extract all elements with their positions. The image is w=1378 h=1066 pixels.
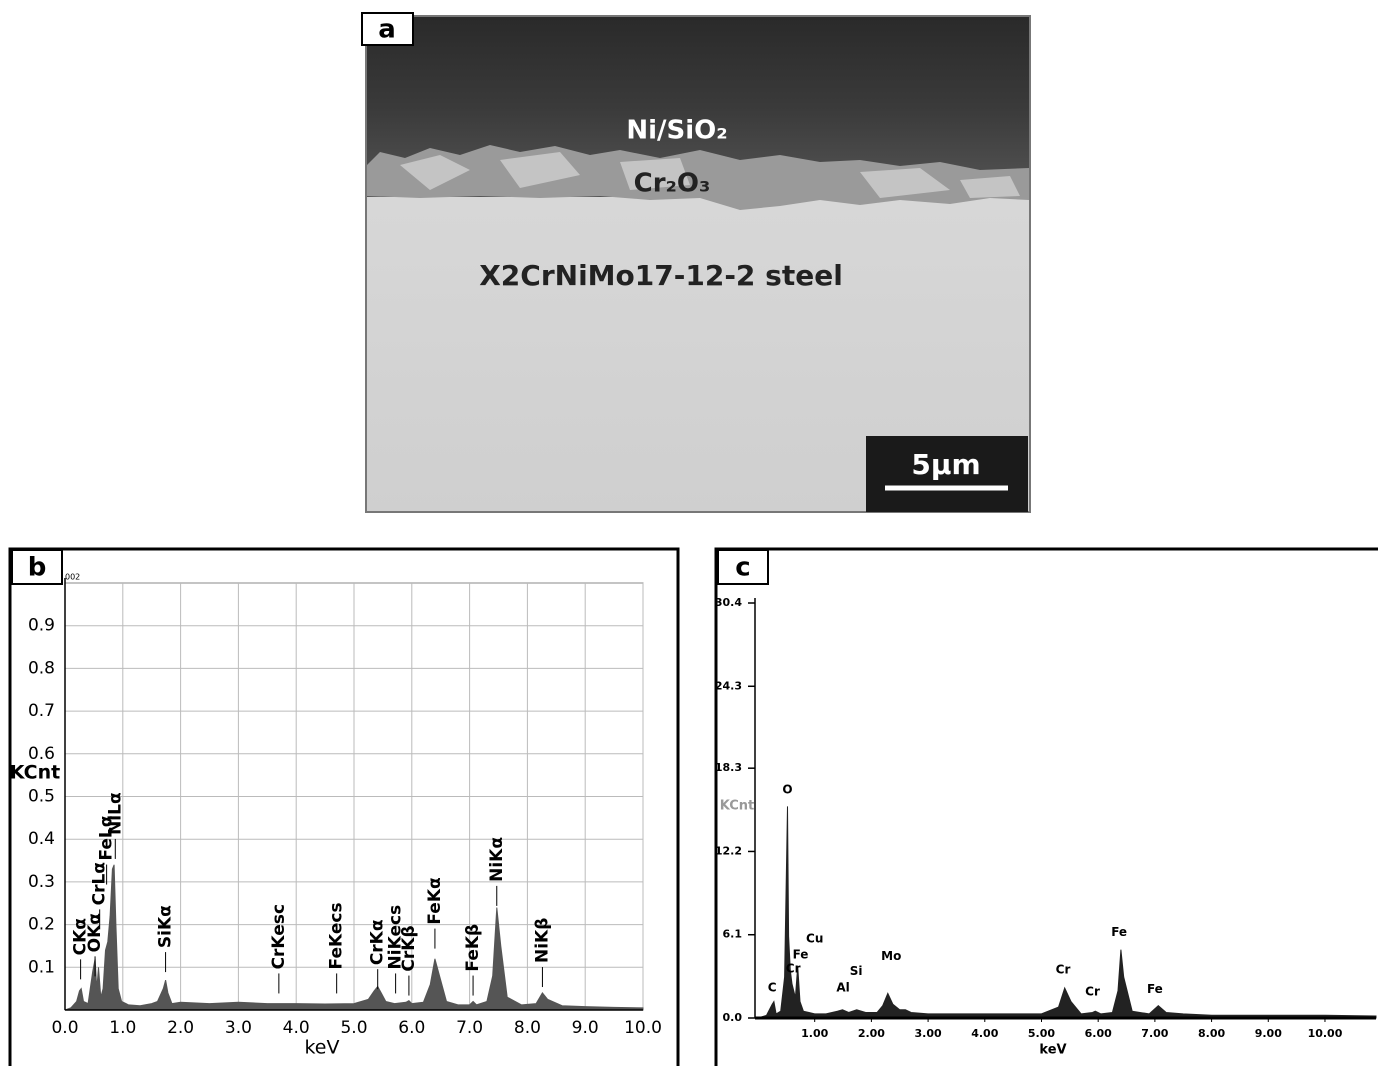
peak-label: NiKα: [487, 837, 507, 882]
panel-label: c: [735, 553, 750, 583]
peak-label: CKα: [71, 918, 91, 955]
x-tick-label: 7.00: [1141, 1027, 1168, 1040]
peak-label: Cr: [1085, 985, 1100, 999]
peak-label: Fe: [1111, 925, 1127, 939]
y-tick-label: 0.6: [28, 744, 55, 764]
y-tick-label: 0.0: [723, 1011, 743, 1024]
peak-label: NiKβ: [532, 918, 552, 963]
y-tick-label: 0.9: [28, 616, 55, 636]
peak-label: FeKα: [425, 877, 445, 924]
panel-frame: [8, 547, 680, 1066]
x-tick-label: 5.0: [340, 1018, 367, 1038]
y-axis-label: KCnt: [10, 762, 60, 784]
micrograph: a Ni/SiO₂ Cr₂O₃ X2CrNiMo17-12-2 steel 5µ…: [361, 12, 1031, 513]
y-axis-label: KCnt: [720, 799, 755, 814]
y-tick-label: 6.1: [723, 928, 743, 941]
spectrum: [757, 806, 1377, 1019]
peak-label: CrKβ: [399, 925, 419, 971]
x-tick-label: 10.00: [1308, 1027, 1343, 1040]
x-tick-label: 4.00: [971, 1027, 998, 1040]
panel-label-box: [11, 549, 63, 585]
peak-label: Si: [850, 964, 863, 978]
x-tick-label: 8.0: [514, 1018, 541, 1038]
panel-label: a: [378, 15, 396, 45]
y-tick-label: 12.2: [715, 844, 742, 857]
peak-label: Al: [836, 980, 849, 994]
peak-label: FeKecs: [327, 902, 347, 969]
peak-label: FeLα: [97, 816, 117, 861]
peak-label: FeKβ: [463, 924, 483, 972]
y-tick-label: 0.4: [28, 829, 55, 849]
peak-label: CrKesc: [269, 904, 289, 969]
oxide-grains: [400, 152, 1020, 198]
peak-label: O: [782, 783, 792, 797]
peak-label: SiKα: [156, 905, 176, 948]
x-tick-label: 6.00: [1085, 1027, 1112, 1040]
layer-label: Cr₂O₃: [634, 169, 711, 199]
x-tick-label: 2.00: [858, 1027, 885, 1040]
y-tick-label: 0.3: [28, 872, 55, 892]
x-tick-label: 9.00: [1255, 1027, 1282, 1040]
scale-bar-box: [866, 436, 1028, 512]
x-tick-label: 2.0: [167, 1018, 194, 1038]
peak-label: Mo: [881, 949, 901, 963]
peak-label: Cu: [806, 931, 823, 945]
panel-label-box: [361, 12, 414, 46]
peak-label: C: [768, 980, 777, 994]
y-tick-label: 30.4: [715, 596, 742, 609]
panel-frame: [714, 547, 1378, 1066]
x-tick-label: 3.00: [915, 1027, 942, 1040]
peak-label: Cr: [786, 961, 801, 975]
peak-label: CrLα: [90, 862, 110, 905]
x-tick-label: 1.0: [109, 1018, 136, 1038]
y-tick-label: 0.8: [28, 658, 55, 678]
peak-label: OKα: [85, 913, 105, 952]
layer-label: X2CrNiMo17-12-2 steel: [479, 259, 843, 292]
layer-label: Ni/SiO₂: [626, 116, 727, 146]
x-tick-label: 0.0: [51, 1018, 78, 1038]
scale-bar-label: 5µm: [911, 448, 980, 481]
x-axis-label: keV: [1039, 1043, 1066, 1058]
peak-label: CrKα: [368, 919, 388, 965]
x-tick-label: 3.0: [225, 1018, 252, 1038]
y-tick-label: 0.5: [28, 787, 55, 807]
x-tick-label: 6.0: [398, 1018, 425, 1038]
x-tick-label: 4.0: [283, 1018, 310, 1038]
x-tick-label: 1.00: [801, 1027, 828, 1040]
y-tick-label: 18.3: [715, 761, 742, 774]
y-tick-label: 0.2: [28, 915, 55, 935]
x-tick-label: 9.0: [572, 1018, 599, 1038]
panel-label: b: [28, 553, 47, 583]
y-tick-label: 0.1: [28, 957, 55, 977]
x-tick-label: 8.00: [1198, 1027, 1225, 1040]
peak-label: Fe: [793, 948, 809, 962]
peak-label: NiLα: [105, 792, 125, 835]
y-tick-label: 24.3: [715, 679, 742, 692]
peak-label: Fe: [1147, 982, 1163, 996]
spectrum: [64, 864, 644, 1011]
y-tick-label: 0.7: [28, 701, 55, 721]
x-tick-label: 5.00: [1028, 1027, 1055, 1040]
x-tick-label: 7.0: [456, 1018, 483, 1038]
panel-code: 002: [65, 573, 80, 582]
peak-label: NiKecs: [386, 905, 406, 970]
x-axis-label: keV: [304, 1037, 339, 1059]
x-tick-label: 10.0: [624, 1018, 662, 1038]
panel-label-box: [717, 549, 769, 585]
peak-label: Cr: [1056, 963, 1071, 977]
